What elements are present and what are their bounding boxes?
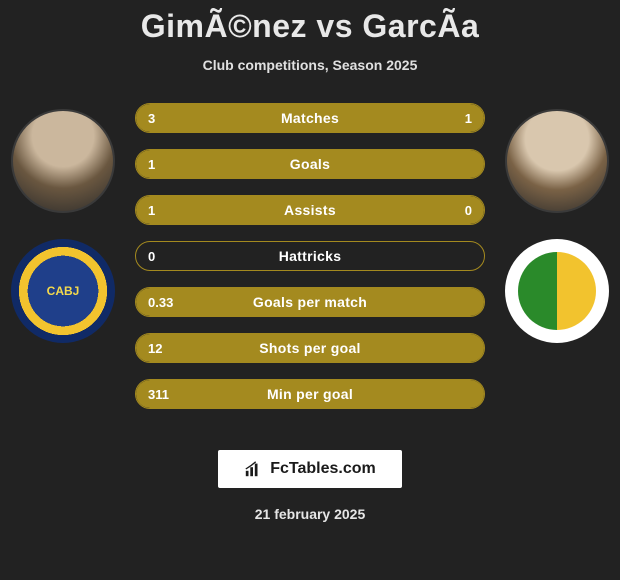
stat-row: Goals per match0.33 (135, 287, 485, 317)
stat-value-right (460, 242, 484, 270)
brand-badge: FcTables.com (218, 450, 402, 488)
stat-row: Goals1 (135, 149, 485, 179)
stat-value-left: 1 (136, 196, 167, 224)
page-title: GimÃ©nez vs GarcÃ­a (0, 8, 620, 45)
stat-row: Matches3 1 (135, 103, 485, 133)
stat-label: Hattricks (136, 242, 484, 270)
stat-label: Goals (136, 150, 484, 178)
stat-label: Shots per goal (136, 334, 484, 362)
stat-row: Shots per goal12 (135, 333, 485, 363)
stat-label: Assists (136, 196, 484, 224)
stat-value-left: 311 (136, 380, 181, 408)
stat-value-right: 0 (453, 196, 484, 224)
stat-value-left: 12 (136, 334, 174, 362)
stat-value-right (460, 380, 484, 408)
stat-value-left: 0 (136, 242, 167, 270)
stat-label: Goals per match (136, 288, 484, 316)
stat-row: Hattricks0 (135, 241, 485, 271)
stat-value-left: 0.33 (136, 288, 185, 316)
stat-value-left: 1 (136, 150, 167, 178)
footer-date: 21 february 2025 (255, 506, 366, 522)
club-left-initials: CABJ (47, 284, 80, 298)
player-left-column: CABJ (8, 109, 118, 343)
stat-label: Min per goal (136, 380, 484, 408)
brand-text: FcTables.com (270, 460, 376, 478)
footer: FcTables.com 21 february 2025 (0, 450, 620, 522)
player-right-column (502, 109, 612, 343)
comparison-arena: CABJ Matches31Goals1Assists10Hattricks0G… (0, 103, 620, 443)
header: GimÃ©nez vs GarcÃ­a Club competitions, S… (0, 0, 620, 73)
stat-value-right (460, 288, 484, 316)
stat-value-right (460, 334, 484, 362)
brand-chart-icon (244, 460, 262, 478)
stat-value-right (460, 150, 484, 178)
page-subtitle: Club competitions, Season 2025 (0, 57, 620, 73)
club-left-crest: CABJ (11, 239, 115, 343)
stat-value-left: 3 (136, 104, 167, 132)
stat-row: Min per goal311 (135, 379, 485, 409)
player-left-avatar (11, 109, 115, 213)
stat-value-right: 1 (453, 104, 484, 132)
stat-label: Matches (136, 104, 484, 132)
stat-row: Assists1 0 (135, 195, 485, 225)
club-right-crest (505, 239, 609, 343)
stat-bars: Matches31Goals1Assists10Hattricks0Goals … (135, 103, 485, 409)
player-right-avatar (505, 109, 609, 213)
